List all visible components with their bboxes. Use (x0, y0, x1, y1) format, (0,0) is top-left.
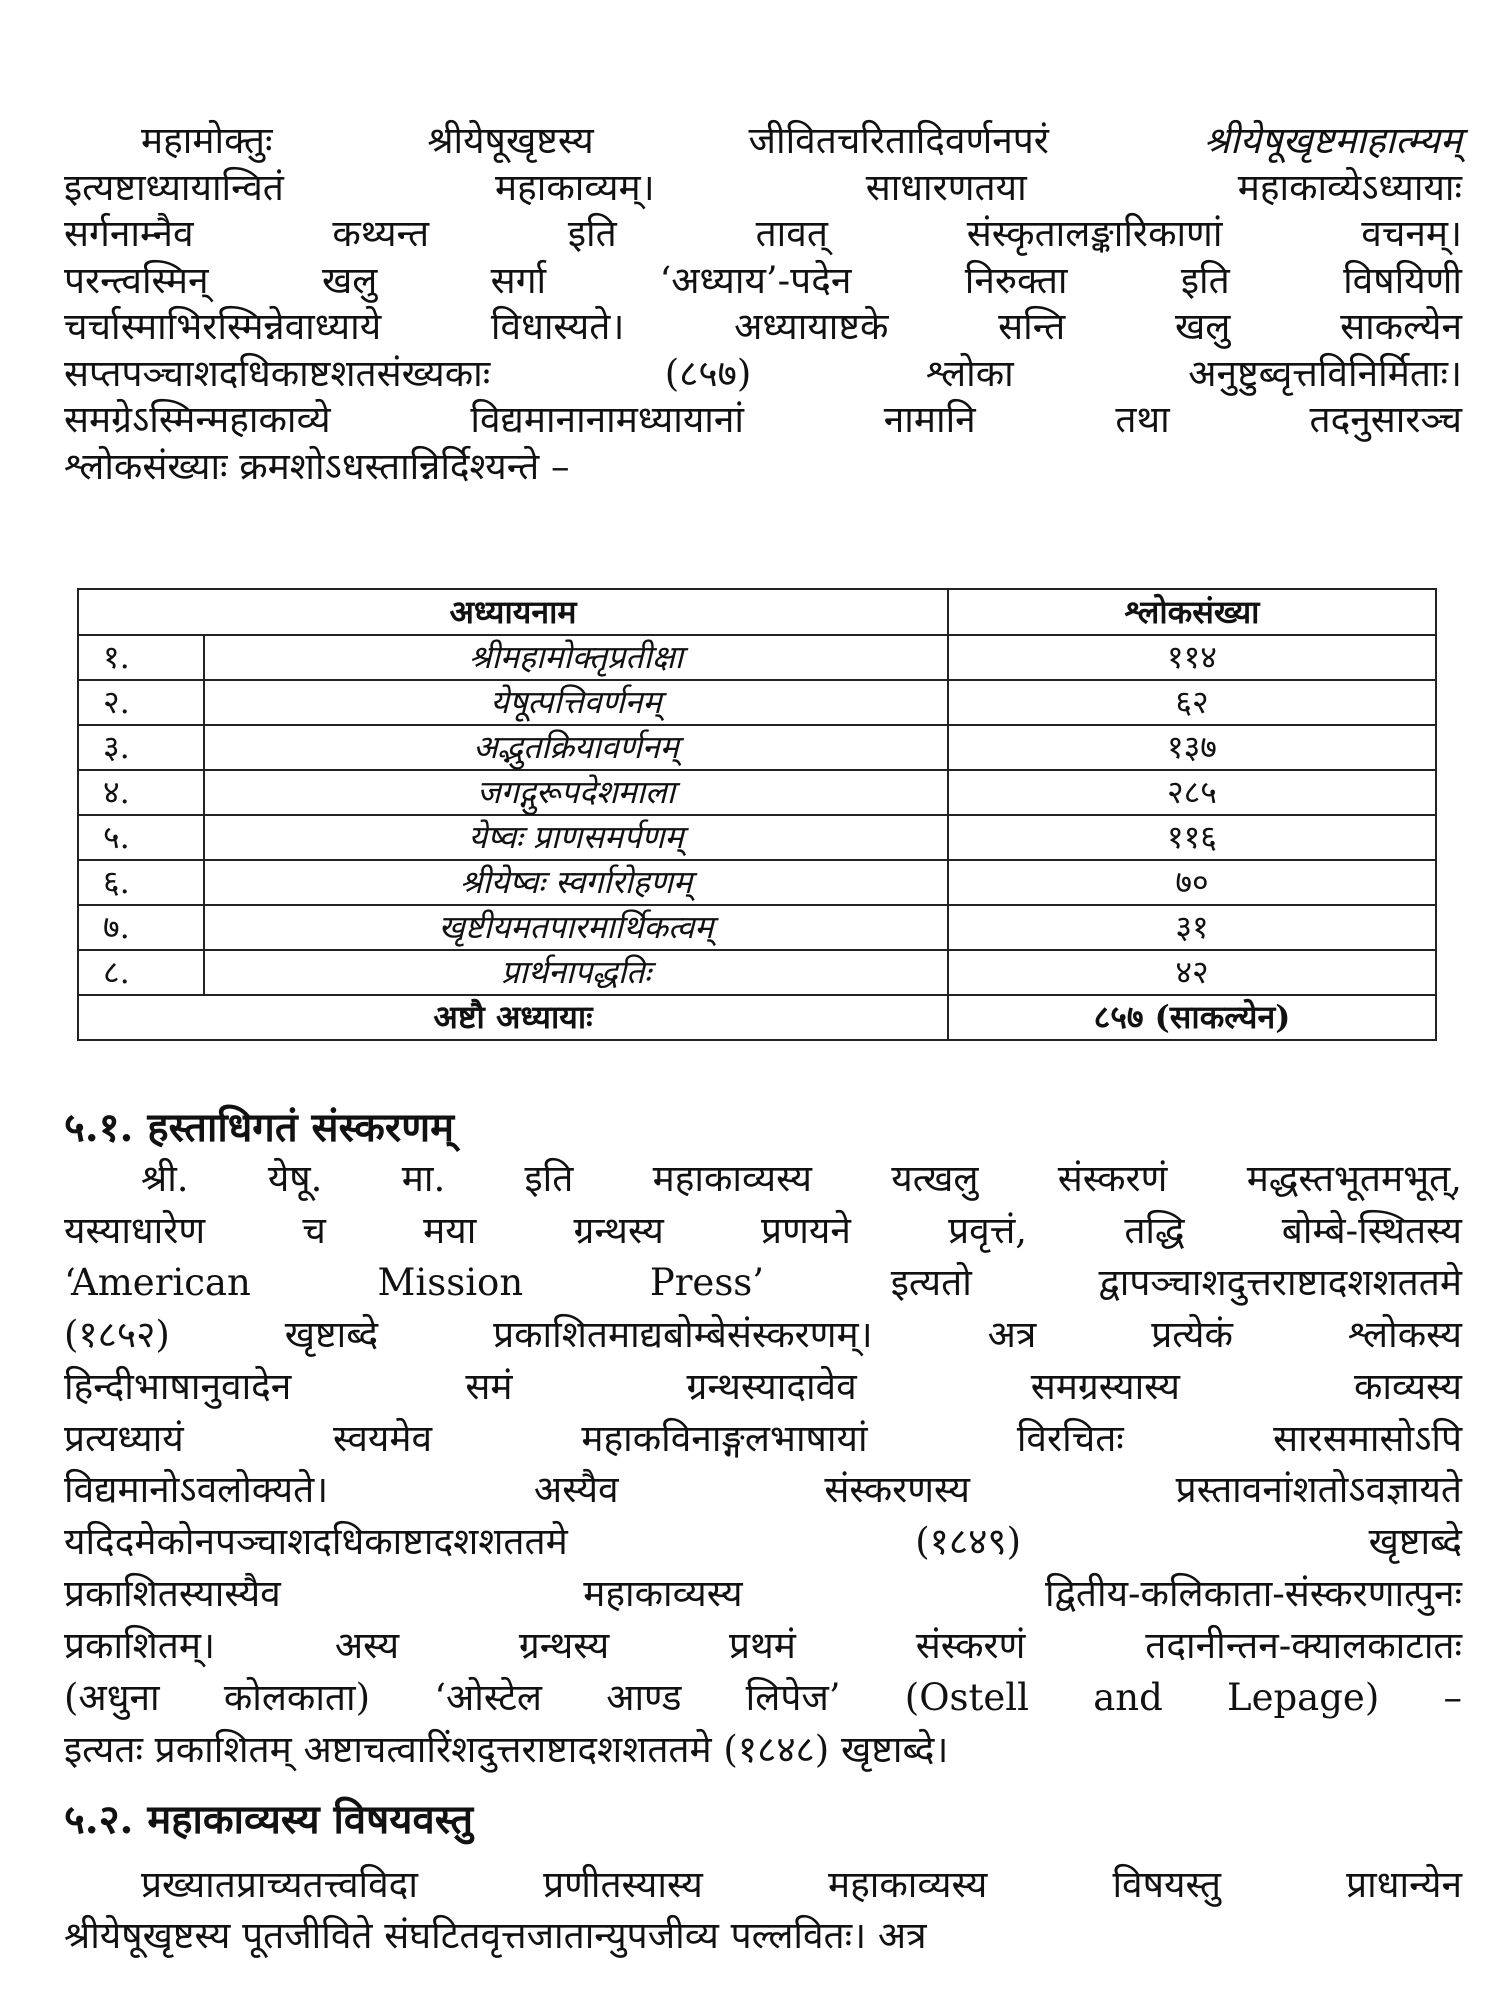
verse-count: ७० (947, 859, 1437, 906)
chapter-number: ६. (77, 859, 205, 906)
verse-count: २८५ (947, 769, 1437, 816)
text-line: श्री. येषू. मा. इति महाकाव्यस्य यत्खलु स… (141, 1157, 1462, 1200)
table-row: ६. श्रीयेष्वः स्वर्गारोहणम् ७० (77, 859, 1437, 906)
text-line: श्लोकसंख्याः क्रमशोऽधस्तान्निर्दिश्यन्ते… (64, 445, 570, 488)
chapter-name: येष्वः प्राणसमर्पणम् (203, 814, 949, 861)
chapter-name: जगद्गुरूपदेशमाला (203, 769, 949, 816)
table-row: २. येषूत्पत्तिवर्णनम् ६२ (77, 679, 1437, 726)
text-line: प्रख्यातप्राच्यतत्त्वविदा प्रणीतस्यास्य … (141, 1863, 1462, 1906)
text-line: इत्यतः प्रकाशितम् अष्टाचत्वारिंशदुत्तराष… (64, 1728, 949, 1771)
text-line: इत्यष्टाध्यायान्वितं महाकाव्यम्। साधारणत… (64, 166, 1462, 209)
table-row: १. श्रीमहामोक्तृप्रतीक्षा ११४ (77, 634, 1437, 681)
text-line: समग्रेऽस्मिन्महाकाव्ये विद्यमानानामध्याय… (64, 398, 1462, 441)
text-line: सर्गनाम्नैव कथ्यन्त इति तावत् संस्कृतालङ… (64, 212, 1462, 255)
text-line: प्रकाशितम्। अस्य ग्रन्थस्य प्रथमं संस्कर… (64, 1624, 1462, 1667)
chapter-number: ४. (77, 769, 205, 816)
text-line: महामोक्तुः श्रीयेषूखृष्टस्य जीवितचरितादि… (141, 119, 1462, 162)
table-row: ७. खृष्टीयमतपारमार्थिकत्वम् ३१ (77, 904, 1437, 951)
chapter-number: ५. (77, 814, 205, 861)
table-row: ३. अद्भुतक्रियावर्णनम् १३७ (77, 724, 1437, 771)
section-heading-5-1: ५.१. हस्ताधिगतं संस्करणम् (64, 1104, 455, 1151)
text-line: परन्त्वस्मिन् खलु सर्गा ‘अध्याय’-पदेन नि… (64, 259, 1462, 302)
text-line: प्रत्यध्यायं स्वयमेव महाकविनाङ्गलभाषायां… (64, 1417, 1462, 1460)
chapter-name: प्रार्थनापद्धतिः (203, 949, 949, 996)
table-row: ८. प्रार्थनापद्धतिः ४२ (77, 949, 1437, 996)
text-line: सप्तपञ्चाशदधिकाष्टशतसंख्यकाः (८५७) श्लोक… (64, 352, 1462, 395)
verse-count: १३७ (947, 724, 1437, 771)
header-chapter-name: अध्यायनाम (77, 588, 949, 636)
chapter-name: खृष्टीयमतपारमार्थिकत्वम् (203, 904, 949, 951)
chapter-table: अध्यायनाम श्लोकसंख्या १. श्रीमहामोक्तृप्र… (77, 588, 1437, 1041)
table-header-row: अध्यायनाम श्लोकसंख्या (77, 588, 1437, 636)
text-line: यदिदमेकोनपञ्चाशदधिकाष्टादशशततमे (१८४९) ख… (64, 1520, 1462, 1563)
verse-count: ३१ (947, 904, 1437, 951)
chapter-name: येषूत्पत्तिवर्णनम् (203, 679, 949, 726)
verse-count: ११६ (947, 814, 1437, 861)
work-title: श्रीयेषूखृष्टमाहात्म्यम् (1048, 119, 1462, 162)
table-row: ५. येष्वः प्राणसमर्पणम् ११६ (77, 814, 1437, 861)
text-line: ‘American Mission Press’ इत्यतो द्वापञ्च… (64, 1261, 1462, 1304)
text-line: (अधुना कोलकाता) ‘ओस्टेल आण्ड लिपेज’ (Ost… (64, 1676, 1462, 1719)
total-label: अष्टौ अध्यायाः (77, 994, 949, 1041)
text-line: चर्चास्माभिरस्मिन्नेवाध्याये विधास्यते। … (64, 305, 1462, 348)
text-line: यस्याधारेण च मया ग्रन्थस्य प्रणयने प्रवृ… (64, 1209, 1462, 1252)
chapter-number: ८. (77, 949, 205, 996)
chapter-number: ३. (77, 724, 205, 771)
chapter-name: श्रीयेष्वः स्वर्गारोहणम् (203, 859, 949, 906)
text-line: विद्यमानोऽवलोक्यते। अस्यैव संस्करणस्य प्… (64, 1468, 1462, 1511)
verse-count: ६२ (947, 679, 1437, 726)
chapter-name: अद्भुतक्रियावर्णनम् (203, 724, 949, 771)
verse-count: ११४ (947, 634, 1437, 681)
chapter-number: ७. (77, 904, 205, 951)
chapter-number: २. (77, 679, 205, 726)
chapter-number: १. (77, 634, 205, 681)
text-line: श्रीयेषूखृष्टस्य पूतजीविते संघटितवृत्तजा… (64, 1914, 927, 1957)
text-line: प्रकाशितस्यास्यैव महाकाव्यस्य द्वितीय-कल… (64, 1572, 1462, 1615)
section-heading-5-2: ५.२. महाकाव्यस्य विषयवस्तु (64, 1796, 474, 1843)
total-count: ८५७ (साकल्येन) (947, 994, 1437, 1041)
table-row: ४. जगद्गुरूपदेशमाला २८५ (77, 769, 1437, 816)
header-verse-count: श्लोकसंख्या (947, 588, 1437, 636)
text-line: हिन्दीभाषानुवादेन समं ग्रन्थस्यादावेव सम… (64, 1365, 1462, 1408)
chapter-name: श्रीमहामोक्तृप्रतीक्षा (203, 634, 949, 681)
text-line: (१८५२) खृष्टाब्दे प्रकाशितमाद्यबोम्बेसंस… (64, 1313, 1462, 1356)
table-total-row: अष्टौ अध्यायाः ८५७ (साकल्येन) (77, 994, 1437, 1041)
verse-count: ४२ (947, 949, 1437, 996)
